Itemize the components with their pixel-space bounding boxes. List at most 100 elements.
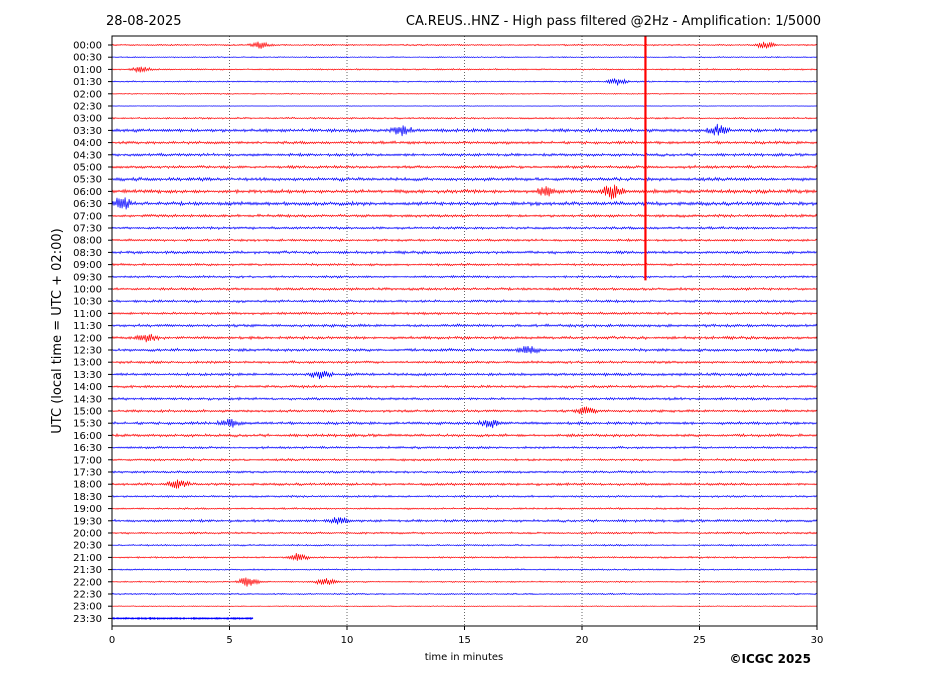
row-label: 09:30 xyxy=(73,272,102,283)
trace-1430 xyxy=(111,396,818,401)
trace-1130 xyxy=(111,323,818,329)
trace-0100 xyxy=(111,66,818,74)
row-label: 18:30 xyxy=(73,492,102,503)
row-label: 21:00 xyxy=(73,553,102,564)
trace-0800 xyxy=(111,238,818,243)
x-axis-ticks: 0 5 10 15 20 25 30 xyxy=(109,626,824,646)
x-tick-label: 0 xyxy=(109,635,115,646)
row-label: 20:30 xyxy=(73,541,102,552)
x-tick-label: 30 xyxy=(811,635,824,646)
row-label: 19:30 xyxy=(73,516,102,527)
trace-0300 xyxy=(111,116,818,120)
trace-1230 xyxy=(111,345,818,355)
vertical-grid xyxy=(229,36,700,626)
trace-2230 xyxy=(111,592,818,596)
row-label: 16:00 xyxy=(73,431,102,442)
trace-0400 xyxy=(111,140,818,145)
x-tick-label: 20 xyxy=(576,635,589,646)
x-tick-label: 10 xyxy=(341,635,354,646)
trace-1900 xyxy=(111,507,818,511)
trace-2000 xyxy=(111,531,818,535)
row-label: 02:00 xyxy=(73,89,102,100)
row-label: 07:30 xyxy=(73,224,102,235)
row-label: 10:00 xyxy=(73,285,102,296)
row-label: 11:00 xyxy=(73,309,102,320)
trace-1530 xyxy=(111,418,818,429)
x-tick-label: 15 xyxy=(458,635,471,646)
row-label: 22:30 xyxy=(73,590,102,601)
trace-0130 xyxy=(111,78,818,86)
trace-1300 xyxy=(111,360,818,365)
x-tick-label: 5 xyxy=(226,635,232,646)
trace-1030 xyxy=(111,299,818,304)
row-label: 18:00 xyxy=(73,480,102,491)
trace-0630 xyxy=(111,197,818,210)
row-label: 03:00 xyxy=(73,114,102,125)
trace-1000 xyxy=(111,286,818,292)
trace-0700 xyxy=(111,213,818,219)
trace-0330 xyxy=(111,123,818,137)
trace-1800 xyxy=(111,479,818,489)
trace-1600 xyxy=(111,432,818,438)
row-label: 08:30 xyxy=(73,248,102,259)
row-label: 14:30 xyxy=(73,394,102,405)
trace-1830 xyxy=(111,494,818,499)
x-axis-label: time in minutes xyxy=(425,652,504,663)
copyright-label: ©ICGC 2025 xyxy=(729,652,811,666)
trace-0930 xyxy=(111,274,818,279)
date-label: 28-08-2025 xyxy=(106,14,182,29)
row-label: 00:30 xyxy=(73,53,102,64)
trace-1730 xyxy=(111,469,818,475)
trace-0430 xyxy=(111,152,818,158)
row-label: 11:30 xyxy=(73,321,102,332)
row-label: 01:00 xyxy=(73,65,102,76)
trace-1700 xyxy=(111,457,818,462)
row-label: 06:30 xyxy=(73,199,102,210)
row-label: 16:30 xyxy=(73,443,102,454)
row-label: 08:00 xyxy=(73,236,102,247)
row-label: 07:00 xyxy=(73,211,102,222)
trace-0000 xyxy=(111,41,818,49)
row-label: 19:00 xyxy=(73,504,102,515)
row-label: 23:00 xyxy=(73,602,102,613)
row-label: 15:00 xyxy=(73,407,102,418)
trace-1630 xyxy=(111,445,818,450)
trace-1200 xyxy=(111,333,818,343)
trace-0200 xyxy=(111,92,818,95)
trace-1100 xyxy=(111,311,818,316)
chart-title: CA.REUS..HNZ - High pass filtered @2Hz -… xyxy=(406,14,821,29)
trace-1930 xyxy=(111,517,818,525)
row-label: 21:30 xyxy=(73,565,102,576)
row-label: 12:30 xyxy=(73,346,102,357)
trace-0830 xyxy=(111,250,818,255)
row-label: 03:30 xyxy=(73,126,102,137)
row-label: 20:00 xyxy=(73,529,102,540)
row-label: 05:00 xyxy=(73,163,102,174)
y-axis-label: UTC (local time = UTC + 02:00) xyxy=(50,228,65,433)
row-label: 09:00 xyxy=(73,260,102,271)
trace-0600 xyxy=(111,184,818,200)
row-label: 05:30 xyxy=(73,175,102,186)
row-label: 02:30 xyxy=(73,102,102,113)
row-label: 13:00 xyxy=(73,358,102,369)
row-label: 10:30 xyxy=(73,297,102,308)
trace-0500 xyxy=(111,164,818,170)
trace-0730 xyxy=(111,225,818,231)
trace-2100 xyxy=(111,553,818,561)
trace-0530 xyxy=(111,176,818,183)
row-label: 17:30 xyxy=(73,468,102,479)
trace-2030 xyxy=(111,543,818,547)
trace-2330 xyxy=(111,616,254,621)
trace-2200 xyxy=(111,577,818,587)
trace-1400 xyxy=(111,384,818,389)
row-label: 22:00 xyxy=(73,577,102,588)
row-label: 04:30 xyxy=(73,150,102,161)
row-label: 01:30 xyxy=(73,77,102,88)
trace-1330 xyxy=(111,370,818,380)
x-tick-label: 25 xyxy=(693,635,706,646)
trace-0030 xyxy=(111,56,818,59)
row-label: 00:00 xyxy=(73,41,102,52)
